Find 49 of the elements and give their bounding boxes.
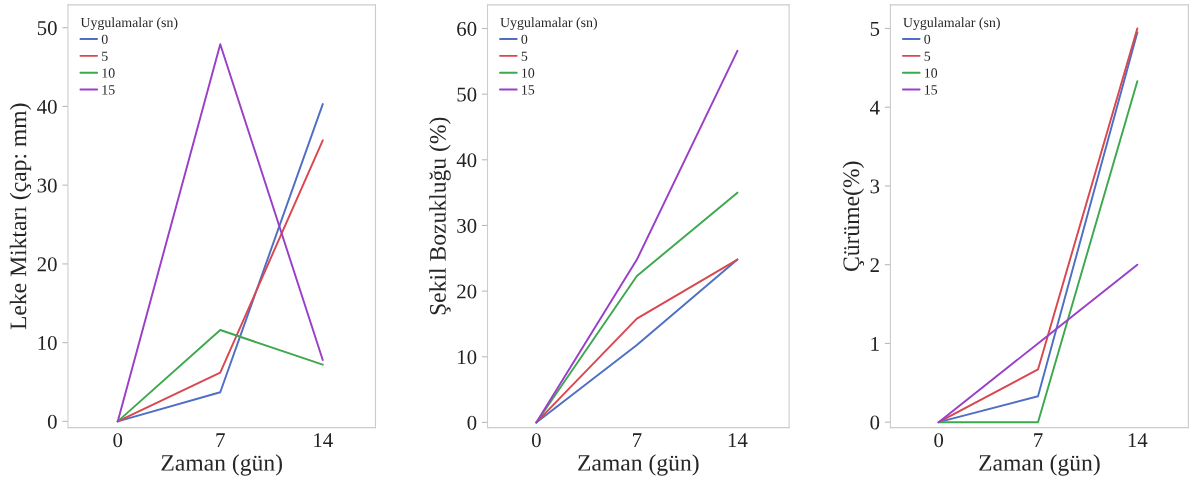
y-tick-label: 2 [870,258,879,272]
legend-label: 10 [924,68,938,78]
y-axis-title: Leke Miktarı (çap: mm) [9,103,32,330]
x-tick-label: 14 [728,433,748,447]
legend-label: 10 [102,68,115,78]
y-tick-label: 4 [870,100,880,115]
legend-label: 15 [522,85,535,95]
legend-label: 15 [924,85,938,95]
x-axis-title: Zaman (gün) [979,454,1100,476]
y-tick-label: 3 [870,179,880,194]
y-tick-label: 50 [37,21,57,36]
x-tick-label: 14 [1128,433,1148,447]
legend-title: Uygulamalar (sn) [500,17,597,30]
legend-title: Uygulamalar (sn) [903,17,1000,30]
y-tick-label: 10 [458,350,477,365]
y-tick-label: 0 [467,415,477,430]
y-tick-label: 40 [37,99,57,114]
y-tick-label: 30 [37,178,57,193]
x-axis-title: Zaman (gün) [578,454,699,476]
legend-label: 0 [924,34,931,45]
y-tick-label: 10 [38,336,57,351]
legend-label: 5 [521,51,528,61]
legend-label: 10 [522,68,535,78]
y-tick-label: 0 [870,415,880,430]
legend-label: 0 [521,34,528,45]
y-tick-label: 1 [871,336,879,351]
legend-label: 0 [101,34,108,45]
y-tick-label: 20 [37,257,57,272]
y-tick-label: 30 [457,218,477,233]
x-tick-label: 0 [934,433,944,448]
legend-label: 5 [924,51,931,61]
x-tick-label: 7 [1034,433,1043,447]
y-tick-label: 40 [456,153,477,168]
legend-title: Uygulamalar (sn) [80,17,178,30]
y-tick-label: 20 [457,284,477,299]
y-tick-label: 50 [457,87,477,102]
y-tick-label: 5 [870,22,880,36]
y-axis-title: Şekil Bozukluğu (%) [429,117,451,315]
y-axis-title: Çürüme(%) [842,161,865,272]
x-tick-label: 0 [531,433,541,448]
x-tick-label: 0 [113,433,123,448]
x-axis-title: Zaman (gün) [161,454,282,476]
x-tick-label: 7 [633,433,642,447]
x-tick-label: 7 [216,433,225,447]
legend-label: 15 [102,85,115,95]
y-tick-label: 0 [47,414,57,429]
y-tick-label: 60 [457,21,477,36]
x-tick-label: 14 [314,433,333,447]
legend-label: 5 [102,51,108,61]
